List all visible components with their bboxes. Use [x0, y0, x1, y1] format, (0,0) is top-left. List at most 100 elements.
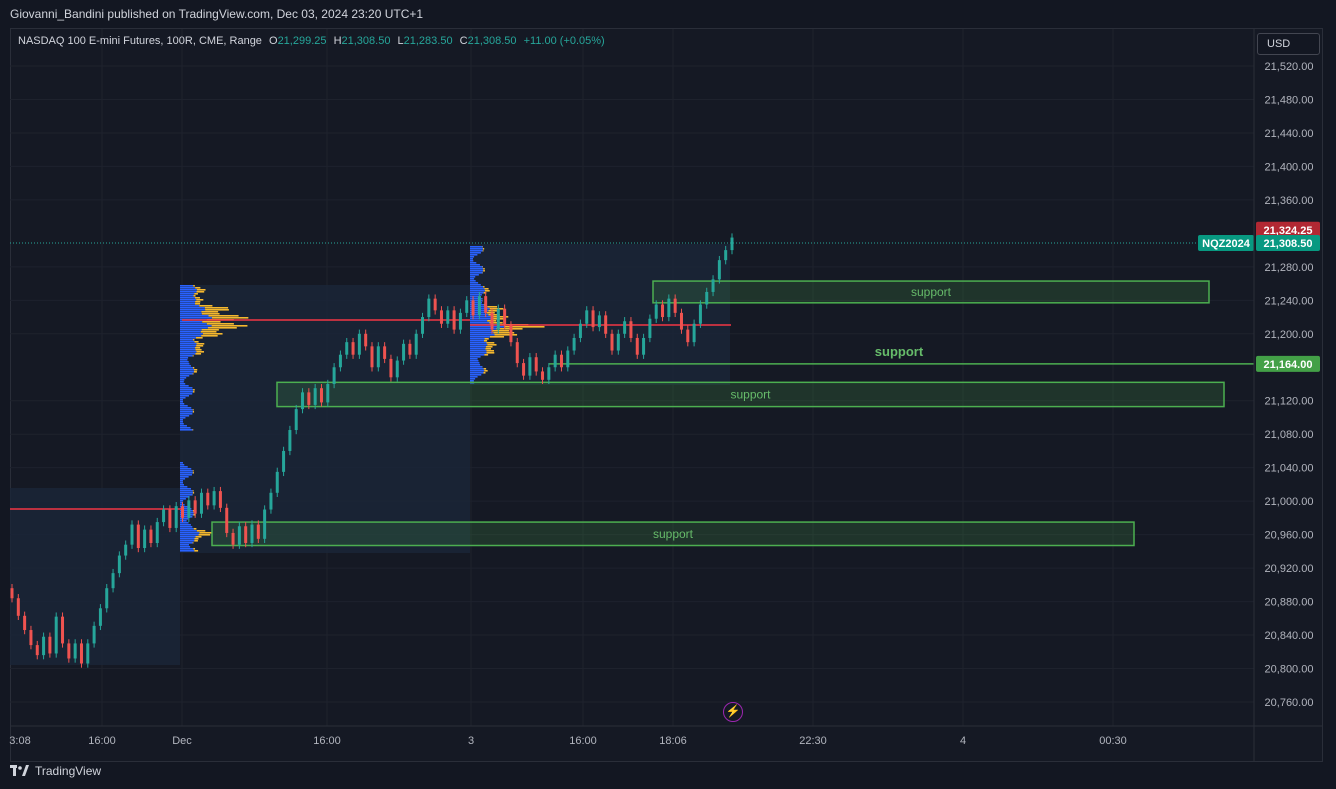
profile-bar-blue: [180, 359, 188, 361]
profile-bar-yellow: [208, 315, 239, 317]
profile-bar-blue: [180, 530, 197, 532]
profile-bar-yellow: [199, 305, 213, 307]
candle: [509, 321, 513, 347]
profile-bar-blue: [180, 468, 192, 470]
profile-bar-blue: [180, 510, 193, 512]
profile-bar-blue: [180, 387, 193, 389]
support-zones: support support support support: [211, 280, 1254, 547]
profile-bar-blue: [180, 385, 189, 387]
support-zone[interactable]: [211, 521, 1135, 547]
profile-bar-blue: [180, 397, 186, 399]
candle: [724, 245, 728, 265]
support-zone[interactable]: [652, 280, 1210, 304]
candle: [174, 501, 178, 533]
publisher-caption: Giovanni_Bandini published on TradingVie…: [10, 7, 424, 21]
profile-bar-blue: [180, 538, 195, 540]
time-tick-label: 18:06: [659, 735, 687, 747]
profile-bar-yellow: [211, 317, 249, 319]
profile-bar-blue: [180, 518, 189, 520]
profile-bar-yellow: [199, 532, 213, 534]
profile-bar-yellow: [193, 389, 195, 391]
profile-bar-blue: [180, 329, 202, 331]
candle: [692, 319, 696, 347]
profile-bar-blue: [470, 304, 484, 306]
profile-bar-blue: [470, 370, 485, 372]
profile-bar-yellow: [488, 310, 500, 312]
candlestick-series: [10, 233, 734, 668]
close-value: 21,308.50: [467, 35, 517, 47]
profile-bar-yellow: [193, 285, 195, 287]
profile-bar-blue: [470, 302, 482, 304]
tradingview-logo-icon: [10, 765, 29, 776]
profile-bar-blue: [470, 354, 485, 356]
candle: [673, 294, 677, 318]
candle: [528, 353, 532, 380]
profile-bar-yellow: [205, 309, 229, 311]
profile-bar-blue: [470, 328, 497, 330]
profile-bar-blue: [180, 488, 192, 490]
profile-bar-yellow: [489, 322, 503, 324]
candle: [717, 255, 721, 284]
profile-bar-blue: [180, 293, 195, 295]
profile-bar-yellow: [201, 335, 218, 337]
profile-bar-blue: [470, 358, 478, 360]
support-zone-label: support: [911, 285, 952, 299]
profile-bar-yellow: [196, 351, 205, 353]
support-zone[interactable]: [276, 381, 1225, 408]
candle: [427, 294, 431, 322]
profile-bar-blue: [180, 311, 202, 313]
profile-bar-yellow: [192, 409, 194, 411]
profile-bar-yellow: [193, 339, 195, 341]
profile-bar-blue: [470, 254, 478, 256]
candle: [212, 486, 216, 510]
footer-brand[interactable]: TradingView: [10, 764, 101, 778]
profile-bar-yellow: [196, 343, 205, 345]
profile-bar-blue: [180, 548, 194, 550]
profile-bar-blue: [180, 343, 197, 345]
profile-bar-blue: [180, 295, 194, 297]
profile-bar-blue: [180, 287, 196, 289]
profile-bar-blue: [180, 297, 195, 299]
profile-bar-blue: [180, 421, 183, 423]
profile-bar-yellow: [484, 290, 490, 292]
candle: [711, 275, 715, 297]
high-label: H: [333, 35, 342, 47]
candle: [130, 520, 134, 549]
candle: [23, 611, 27, 635]
profile-bar-blue: [180, 363, 190, 365]
profile-bar-blue: [470, 316, 492, 318]
candle: [269, 488, 273, 514]
profile-bar-yellow: [489, 308, 504, 310]
symbol-price-tag: NQZ2024: [1202, 238, 1251, 250]
candle: [124, 540, 128, 560]
profile-bar-blue: [180, 429, 193, 431]
candle: [364, 329, 368, 351]
candle: [250, 520, 254, 548]
profile-bar-yellow: [194, 369, 198, 371]
price-tick-label: 20,760.00: [1265, 697, 1314, 709]
profile-bar-yellow: [195, 349, 202, 351]
profile-bar-blue: [180, 331, 201, 333]
profile-bar-blue: [180, 528, 194, 530]
profile-bar-blue: [180, 367, 193, 369]
candle: [541, 367, 545, 384]
profile-bar-blue: [470, 264, 480, 266]
profile-bar-blue: [470, 376, 478, 378]
candle: [111, 568, 115, 593]
profile-bar-yellow: [194, 540, 198, 542]
candle: [679, 308, 683, 334]
candle: [162, 505, 166, 527]
profile-bar-yellow: [202, 333, 223, 335]
profile-bar-blue: [470, 356, 481, 358]
profile-bar-blue: [180, 413, 193, 415]
profile-bar-yellow: [483, 270, 485, 272]
lightning-icon[interactable]: ⚡: [723, 702, 743, 722]
profile-bar-blue: [180, 393, 193, 395]
profile-bar-blue: [180, 546, 191, 548]
profile-bar-blue: [180, 399, 183, 401]
profile-bar-blue: [470, 260, 474, 262]
currency-button[interactable]: USD: [1257, 33, 1320, 55]
profile-bar-yellow: [196, 291, 205, 293]
profile-bar-blue: [470, 340, 484, 342]
